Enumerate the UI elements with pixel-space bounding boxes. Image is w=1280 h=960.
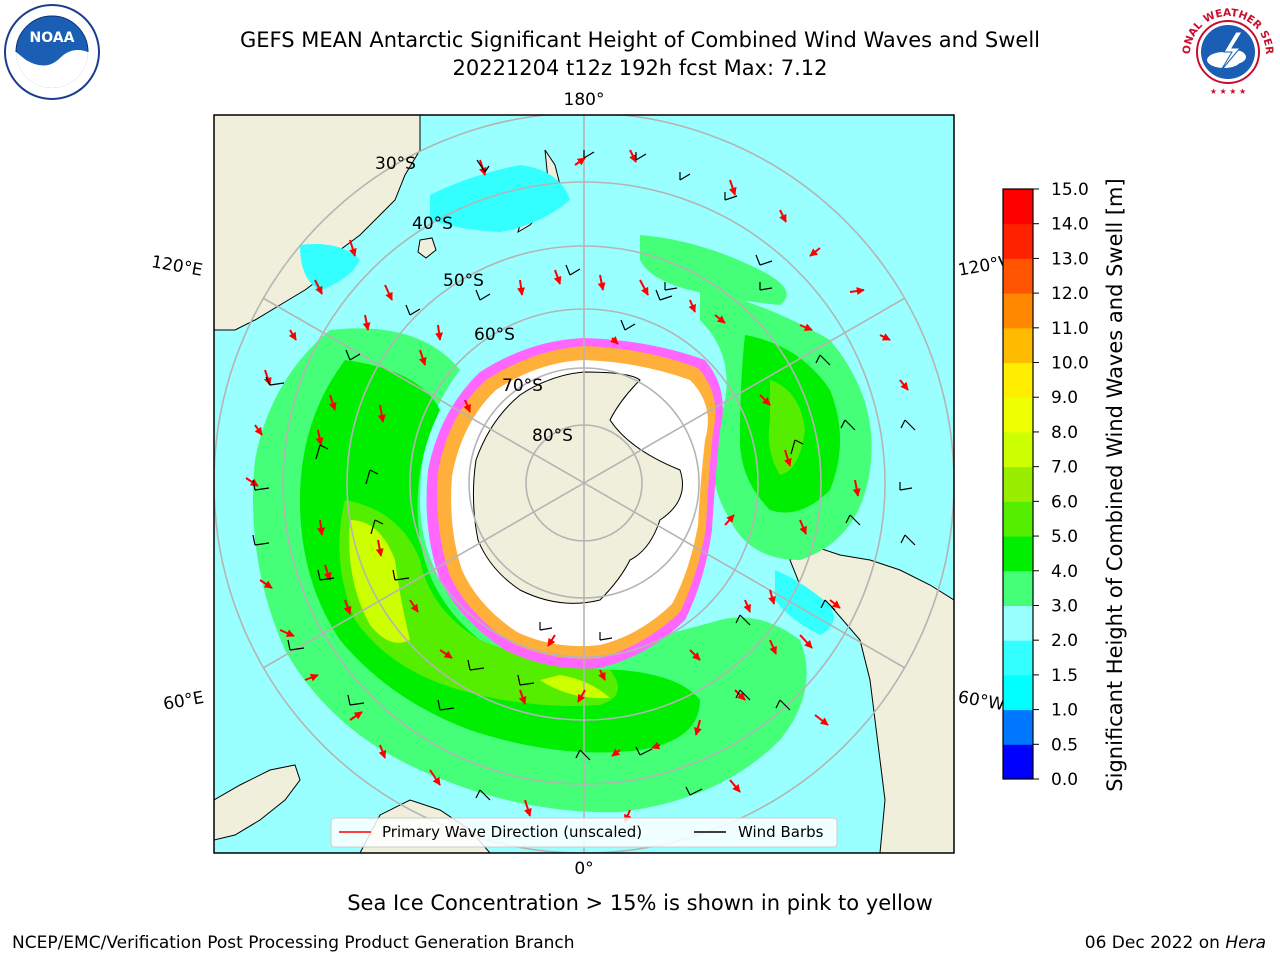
chart-title: GEFS MEAN Antarctic Significant Height o… — [239, 28, 1041, 52]
chart-subtitle: 20221204 t12z 192h fcst Max: 7.12 — [452, 56, 828, 80]
colorbar-segment — [1003, 501, 1033, 537]
lon-label-120e: 120°E — [150, 252, 204, 281]
graticule — [214, 115, 954, 853]
colorbar-segment — [1003, 744, 1033, 780]
colorbar-tick-label: 12.0 — [1051, 284, 1089, 304]
colorbar-segment — [1003, 223, 1033, 259]
colorbar-tick-label: 7.0 — [1051, 458, 1078, 478]
footer-branch: NCEP/EMC/Verification Post Processing Pr… — [12, 933, 575, 953]
wave-band-5-6m-east — [768, 380, 805, 475]
colorbar-tick-label: 1.5 — [1051, 666, 1078, 686]
land-tasmania — [417, 237, 437, 259]
wave-band-1-2m-aus — [300, 244, 360, 290]
colorbar-segment — [1003, 640, 1033, 676]
lon-label-60w: 60°W — [956, 687, 1006, 715]
lat-label-30s: 30°S — [375, 154, 416, 174]
colorbar-tick-label: 0.0 — [1051, 770, 1078, 790]
colorbar-segment — [1003, 709, 1033, 745]
colorbar-tick-label: 10.0 — [1051, 354, 1089, 374]
lat-label-80s: 80°S — [532, 426, 573, 446]
colorbar-tick-label: 9.0 — [1051, 388, 1078, 408]
legend: Primary Wave Direction (unscaled) Wind B… — [330, 817, 838, 848]
lon-label-60e: 60°E — [162, 688, 206, 715]
wave-band-6-7m-south — [540, 675, 610, 699]
footer-date-text: 06 Dec 2022 on — [1084, 933, 1220, 953]
colorbar-segment — [1003, 466, 1033, 502]
land-africa — [214, 764, 301, 841]
wave-band-6-7m — [349, 520, 410, 643]
colorbar-tick-label: 6.0 — [1051, 492, 1078, 512]
colorbar-segment — [1003, 536, 1033, 572]
colorbar-segment — [1003, 674, 1033, 711]
colorbar-segment — [1003, 605, 1033, 641]
map-frame — [213, 114, 955, 854]
colorbar-frame — [1002, 188, 1034, 780]
footer-machine: Hera — [1225, 933, 1266, 953]
svg-text:★ ★ ★ ★: ★ ★ ★ ★ — [1210, 87, 1246, 96]
wind-barbs — [252, 150, 916, 801]
lon-label-180: 180° — [564, 90, 605, 110]
wave-direction-arrows — [245, 149, 909, 823]
lat-label-50s: 50°S — [443, 271, 484, 291]
colorbar-tick-label: 15.0 — [1051, 180, 1089, 200]
lat-label-60s: 60°S — [474, 325, 515, 345]
noaa-logo-text: NOAA — [30, 30, 75, 46]
colorbar-tick-label: 13.0 — [1051, 249, 1089, 269]
colorbar-tick-label: 11.0 — [1051, 319, 1089, 339]
lon-label-0: 0° — [574, 859, 593, 879]
colorbar-segment — [1003, 258, 1033, 294]
legend-wave-label: Primary Wave Direction (unscaled) — [382, 823, 642, 841]
footer-date: 06 Dec 2022 on Hera — [1085, 933, 1266, 953]
colorbar-tick-label: 8.0 — [1051, 423, 1078, 443]
antarctica-group — [426, 338, 723, 669]
colorbar-tick-label: 4.0 — [1051, 562, 1078, 582]
sea-ice-note: Sea Ice Concentration > 15% is shown in … — [347, 891, 933, 915]
colorbar-tick-label: 2.0 — [1051, 631, 1078, 651]
wave-band-5-6m — [339, 500, 618, 706]
colorbar-tick-label: 1.0 — [1051, 701, 1078, 721]
colorbar-tick-label: 0.5 — [1051, 735, 1078, 755]
wave-band-3-4m-north — [640, 235, 787, 305]
wave-height-field — [253, 165, 872, 813]
lat-label-70s: 70°S — [502, 376, 543, 396]
map-area: Primary Wave Direction (unscaled) Wind B… — [214, 115, 954, 853]
antarctica-continent — [472, 371, 683, 604]
colorbar-tick-label: 3.0 — [1051, 596, 1078, 616]
colorbar-segment — [1003, 362, 1033, 398]
colorbar-segment — [1003, 189, 1033, 225]
colorbar-tick-label: 5.0 — [1051, 527, 1078, 547]
legend-barb-label: Wind Barbs — [738, 823, 824, 841]
colorbar-tick-label: 14.0 — [1051, 215, 1089, 235]
colorbar-segment — [1003, 431, 1033, 468]
colorbar-segment — [1003, 327, 1033, 364]
lat-label-40s: 40°S — [412, 214, 453, 234]
noaa-logo: NOAA — [4, 4, 100, 100]
latitude-labels: 30°S 40°S 50°S 60°S 70°S 80°S — [375, 154, 573, 446]
colorbar-segment — [1003, 293, 1033, 329]
colorbar-segment — [1003, 397, 1033, 433]
colorbar-label: Significant Height of Combined Wind Wave… — [1103, 178, 1127, 791]
nws-logo: NATIONAL WEATHER SERVICE ★ ★ ★ ★ — [1178, 2, 1275, 98]
colorbar: 0.0 0.5 1.0 1.5 2.0 3.0 4.0 5.0 6.0 7.0 8.0 9.0 10.0… — [1002, 180, 1089, 790]
wave-band-1-2m-nz — [430, 165, 570, 232]
colorbar-segment — [1003, 570, 1033, 606]
